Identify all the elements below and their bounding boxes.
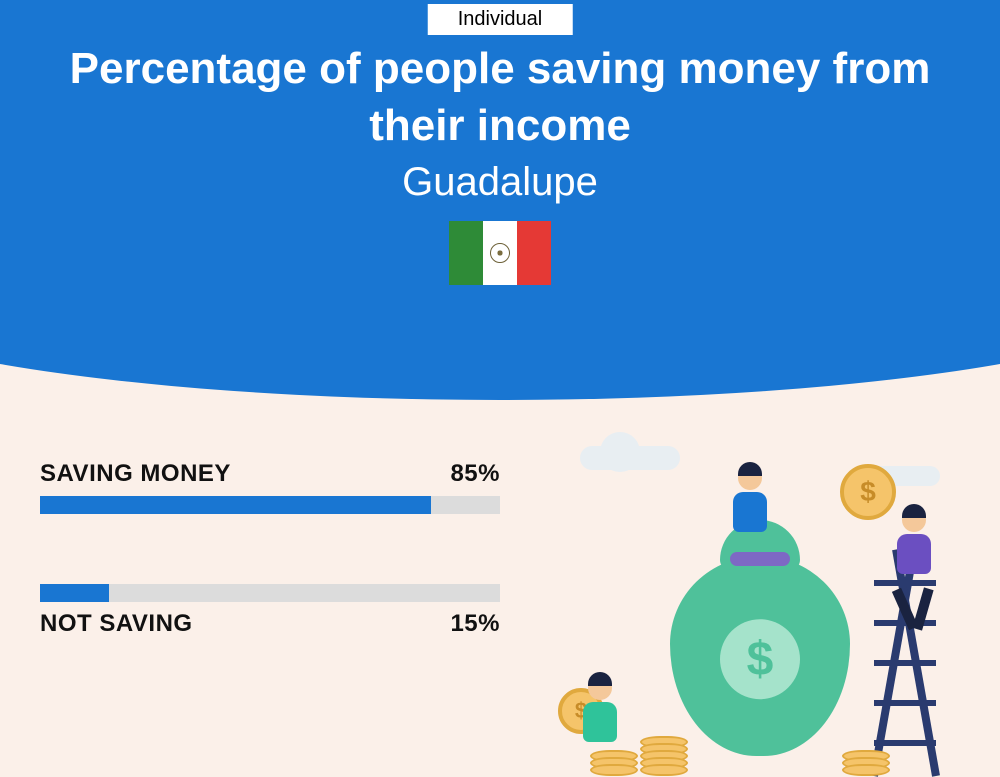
bar-track <box>40 584 500 602</box>
coin-stack-icon <box>640 741 688 776</box>
moneybag-icon: $ <box>670 556 850 756</box>
bar-group-not-saving: NOT SAVING 15% <box>40 584 500 638</box>
flag-stripe-red <box>517 221 551 285</box>
flag-stripe-white <box>483 221 517 285</box>
coin-stack-icon <box>842 755 890 776</box>
bar-group-saving: SAVING MONEY 85% <box>40 460 500 514</box>
flag-emblem <box>490 243 510 263</box>
bar-header-saving: SAVING MONEY 85% <box>40 460 500 488</box>
category-badge: Individual <box>428 4 573 35</box>
cloud-icon <box>580 446 680 470</box>
mexico-flag <box>449 221 551 285</box>
title-block: Percentage of people saving money from t… <box>0 40 1000 285</box>
bar-value: 85% <box>450 460 500 488</box>
bar-label: SAVING MONEY <box>40 460 231 488</box>
person-icon <box>894 508 934 588</box>
bar-value: 15% <box>450 610 500 638</box>
bar-label: NOT SAVING <box>40 610 193 638</box>
coin-stack-icon <box>590 755 638 776</box>
bar-fill-saving <box>40 496 431 514</box>
flag-stripe-green <box>449 221 483 285</box>
dollar-sign-icon: $ <box>720 619 800 699</box>
bar-track <box>40 496 500 514</box>
location-subtitle: Guadalupe <box>0 160 1000 205</box>
bar-fill-not-saving <box>40 584 109 602</box>
main-title: Percentage of people saving money from t… <box>0 40 1000 154</box>
person-icon <box>730 466 770 546</box>
bars-section: SAVING MONEY 85% NOT SAVING 15% <box>40 460 500 638</box>
bar-header-not-saving: NOT SAVING 15% <box>40 610 500 638</box>
savings-illustration: $ $ $ <box>550 436 970 776</box>
person-icon <box>580 676 620 756</box>
coin-icon: $ <box>840 464 896 520</box>
